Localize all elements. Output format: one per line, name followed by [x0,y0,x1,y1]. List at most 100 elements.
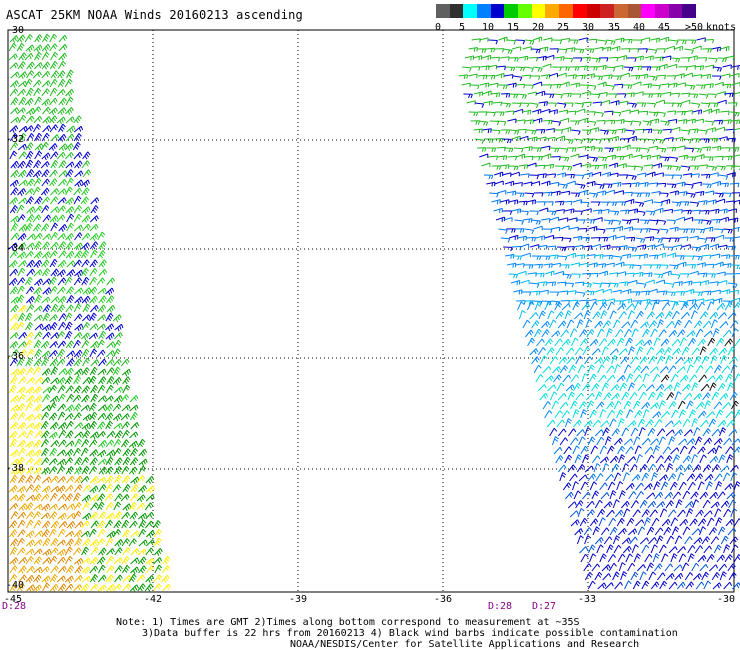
wind-barb [605,66,616,72]
wind-barb [668,156,679,163]
wind-barb [64,583,74,592]
wind-barb [598,57,609,62]
wind-barb [634,445,642,455]
wind-barb [65,88,75,97]
wind-barb [138,519,147,529]
wind-barb [18,503,28,511]
wind-barb [702,183,712,189]
wind-barb [730,508,738,518]
wind-barb [49,258,58,268]
wind-barb [704,298,715,304]
wind-barb [607,234,617,241]
wind-barb [476,48,487,53]
wind-barb [661,411,670,419]
wind-barb [64,152,74,160]
wind-barb [562,165,573,171]
wind-barb [106,341,116,349]
wind-barb [565,384,575,392]
wind-barb [627,57,637,62]
wind-barb [64,530,75,538]
wind-barb [706,554,715,563]
wind-barb [114,574,123,583]
wind-barb [49,341,59,349]
wind-barb [600,420,610,428]
wind-barb [508,93,519,99]
wind-barb [154,564,163,574]
wind-barb [575,500,584,509]
colorbar-label-30: 30 [582,22,595,33]
wind-barb [64,484,74,493]
wind-barb [98,547,107,556]
wind-barb [704,365,714,374]
wind-barb [664,311,673,320]
wind-barb [26,259,35,268]
wind-barb [10,395,20,403]
wind-barb [651,472,658,482]
wind-barb [551,330,561,338]
wind-barb [611,111,622,117]
wind-barb [486,111,496,117]
wind-barb [73,242,83,251]
wind-barb [56,269,66,278]
wind-barb [510,171,520,177]
wind-barb [703,580,712,590]
wind-barb [18,151,27,160]
wind-barb [643,164,654,169]
wind-barb [603,501,613,509]
wind-barb [583,420,593,428]
wind-barb [616,337,625,347]
wind-barb [113,466,123,475]
wind-barb [677,472,685,482]
wind-barb [646,102,656,108]
wind-barb [586,500,595,509]
wind-barb [599,409,607,419]
wind-barb [90,494,100,503]
wind-barb [80,332,90,341]
wind-barb [684,147,695,153]
wind-barb [661,91,672,97]
wind-barb [611,428,620,437]
wind-barb [616,409,624,419]
wind-barb [558,217,569,222]
wind-barb [81,314,91,322]
wind-barb [562,374,572,383]
wind-barb [34,331,43,340]
wind-barb [586,329,595,338]
lon-label-45: -45 [4,594,23,605]
wind-barb [105,439,115,448]
wind-barb [65,133,75,142]
wind-barb [81,367,90,376]
wind-barb [693,255,703,261]
wind-barb [537,384,547,392]
wind-barb [524,66,534,73]
wind-barb [129,404,139,412]
wind-barb [50,520,60,529]
wind-barb [592,101,603,107]
colorbar-label-10: 10 [482,22,495,33]
wind-barb [113,583,122,592]
wind-barb [17,519,26,529]
wind-barb [656,535,664,545]
wind-barb [98,358,107,367]
wind-barb [600,310,608,320]
wind-barb [26,296,35,304]
wind-barb [635,128,645,134]
wind-barb [726,245,736,251]
wind-barb [704,263,715,269]
wind-barb [481,162,491,168]
wind-barb [709,455,719,464]
wind-barb [591,57,601,63]
wind-barb [644,553,653,563]
wind-barb [42,116,52,124]
wind-barb [640,365,650,374]
wind-barb [41,88,50,97]
wind-barb [137,583,146,592]
wind-barb [89,449,99,457]
wind-barb [66,475,75,484]
wind-barb [41,205,50,214]
wind-barb [490,92,501,98]
wind-barb [567,501,577,509]
wind-barb [662,165,672,170]
wind-barb [34,196,43,205]
wind-barb [25,250,34,259]
